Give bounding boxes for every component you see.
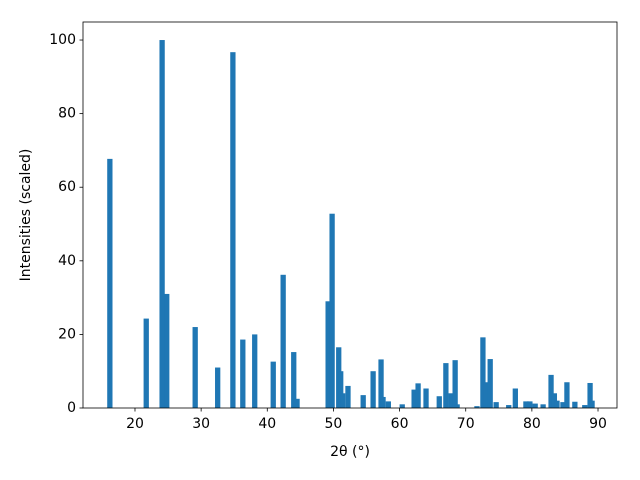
- bar: [370, 371, 376, 408]
- bar: [252, 334, 258, 408]
- plot-frame: [82, 21, 618, 409]
- bar: [589, 400, 595, 408]
- bar: [385, 401, 391, 408]
- bar: [107, 158, 113, 408]
- bar: [325, 301, 331, 408]
- bar: [340, 393, 346, 408]
- bar: [512, 388, 518, 408]
- bar: [164, 293, 170, 408]
- x-tick-label: 30: [192, 416, 210, 432]
- x-tick-label: 50: [325, 416, 343, 432]
- bar: [506, 405, 512, 408]
- bar: [143, 318, 149, 408]
- bar: [411, 389, 417, 408]
- y-tick-label: 60: [58, 179, 76, 195]
- bar: [448, 393, 454, 408]
- bar: [270, 361, 276, 408]
- x-tick-label: 80: [523, 416, 541, 432]
- y-tick-label: 20: [58, 326, 76, 342]
- bar: [474, 406, 480, 408]
- x-tick-label: 90: [589, 416, 607, 432]
- bar: [230, 52, 236, 409]
- bar: [454, 404, 460, 408]
- bar: [159, 40, 165, 408]
- bar: [329, 213, 335, 408]
- bar: [294, 398, 300, 408]
- bar: [564, 382, 570, 408]
- x-tick-label: 40: [258, 416, 276, 432]
- y-axis-label: Intensities (scaled): [18, 149, 34, 282]
- bar: [399, 404, 405, 408]
- bar: [523, 401, 529, 408]
- y-tick-label: 0: [67, 400, 76, 416]
- bar: [532, 403, 538, 408]
- y-tick-label: 40: [58, 253, 76, 269]
- bar: [493, 402, 499, 408]
- bar: [345, 385, 351, 408]
- bar: [487, 359, 493, 408]
- bar: [548, 374, 554, 408]
- bar: [554, 400, 560, 408]
- bar: [415, 383, 421, 408]
- bar: [587, 382, 593, 408]
- bar: [240, 339, 246, 408]
- bar: [215, 367, 221, 408]
- bar: [378, 359, 384, 408]
- bar: [452, 360, 458, 408]
- bar: [483, 382, 489, 408]
- bar: [192, 327, 198, 408]
- bar: [443, 363, 449, 408]
- bar: [540, 404, 546, 408]
- bar: [560, 402, 566, 408]
- x-tick-label: 70: [457, 416, 475, 432]
- bar: [291, 352, 297, 408]
- bar: [436, 396, 442, 408]
- bar: [360, 395, 366, 408]
- x-tick-label: 60: [391, 416, 409, 432]
- bar: [572, 401, 578, 408]
- bar: [582, 405, 588, 408]
- x-tick-label: 20: [126, 416, 144, 432]
- x-axis-label: 2θ (°): [330, 444, 370, 460]
- bar: [280, 274, 286, 408]
- bar: [480, 337, 486, 408]
- bar: [527, 401, 533, 408]
- bar: [423, 388, 429, 408]
- bar: [380, 396, 386, 408]
- y-tick-label: 80: [58, 106, 76, 122]
- y-tick-label: 100: [49, 32, 76, 48]
- bar: [338, 371, 344, 408]
